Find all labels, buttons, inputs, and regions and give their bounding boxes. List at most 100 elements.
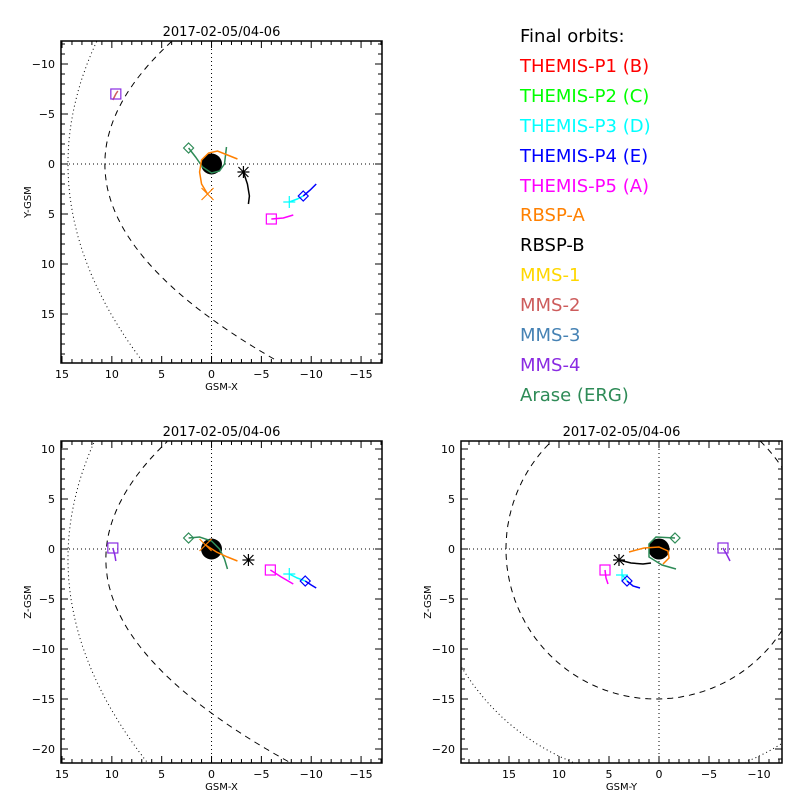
- x-tick-label: 0: [208, 768, 215, 781]
- x-marker: [201, 187, 214, 201]
- plus-marker: [616, 569, 628, 581]
- y-tick-label: 0: [48, 158, 55, 171]
- plus-marker: [283, 196, 296, 208]
- orbit-mms-4: [717, 542, 731, 562]
- asterisk-marker: [613, 554, 625, 566]
- legend-item: THEMIS-P3 (D): [520, 115, 651, 137]
- orbit-arase-erg: [182, 142, 228, 174]
- x-tick-label: −10: [747, 768, 770, 781]
- x-tick-label: 5: [606, 768, 613, 781]
- orbit-themis-p5-a: [265, 213, 294, 225]
- orbit-track: [205, 544, 238, 562]
- legend-item: MMS-1: [520, 265, 581, 287]
- legend: Final orbits: THEMIS-P1 (B) THEMIS-P2 (C)…: [520, 22, 651, 411]
- magnetopause-boundary: [105, 441, 289, 762]
- plot-area: [61, 41, 382, 363]
- y-tick-label: −20: [432, 743, 455, 756]
- orbit-rbsp-b: [237, 166, 251, 205]
- orbit-track: [618, 559, 652, 565]
- orbit-track: [288, 573, 306, 582]
- bow-shock-boundary: [461, 667, 573, 763]
- plot-title: 2017-02-05/04-06: [163, 25, 281, 40]
- magnetopause-boundary: [759, 441, 782, 468]
- orbit-track: [198, 150, 238, 195]
- y-tick-label: 5: [448, 493, 455, 506]
- orbit-track: [242, 171, 251, 205]
- x-tick-label: 5: [158, 368, 165, 381]
- x-tick-label: −10: [300, 368, 323, 381]
- orbit-themis-p4-e: [621, 575, 641, 589]
- legend-item: THEMIS-P1 (B): [520, 55, 650, 77]
- orbit-track: [304, 580, 317, 589]
- diamond-marker: [621, 575, 633, 587]
- x-marker: [199, 538, 212, 552]
- orbit-track: [604, 569, 609, 585]
- orbit-track: [188, 146, 228, 174]
- magnetopause-boundary: [505, 441, 553, 549]
- orbit-rbsp-b: [613, 554, 652, 566]
- y-tick-label: 0: [48, 543, 55, 556]
- orbit-themis-p3-d: [283, 568, 306, 582]
- plot-title: 2017-02-05/04-06: [563, 425, 681, 440]
- orbit-themis-p5-a: [264, 564, 294, 585]
- y-tick-label: −20: [32, 743, 55, 756]
- earth: [648, 538, 670, 560]
- y-tick-label: −5: [439, 593, 455, 606]
- legend-item: RBSP-B: [520, 235, 585, 257]
- y-tick-label: −10: [32, 58, 55, 71]
- orbit-track: [628, 546, 670, 565]
- orbit-rbsp-b: [242, 554, 255, 566]
- orbit-rbsp-a: [198, 150, 238, 201]
- y-tick-label: −5: [39, 108, 55, 121]
- x-tick-label: −10: [300, 768, 323, 781]
- diamond-marker: [299, 575, 312, 587]
- y-axis-label: Z-GSM: [423, 585, 434, 618]
- orbit-themis-p4-e: [299, 575, 317, 589]
- x-axis-label: GSM-X: [205, 782, 238, 793]
- y-tick-label: 10: [41, 258, 55, 271]
- bow-shock-boundary: [745, 743, 782, 763]
- orbit-track: [626, 580, 641, 589]
- y-axis-label: Y-GSM: [23, 186, 34, 219]
- y-tick-label: 10: [441, 443, 455, 456]
- asterisk-marker: [242, 554, 255, 566]
- square-marker: [264, 564, 276, 576]
- orbit-track: [188, 536, 229, 570]
- orbit-arase-erg: [648, 532, 681, 570]
- x-tick-label: 10: [552, 768, 566, 781]
- x-axis-label: GSM-Y: [606, 782, 638, 793]
- legend-item: MMS-4: [520, 354, 581, 376]
- plot-area: [461, 441, 782, 763]
- orbit-track: [112, 547, 117, 562]
- orbit-rbsp-a: [199, 538, 238, 562]
- legend-item: MMS-2: [520, 295, 581, 317]
- orbit-mms-4: [110, 88, 122, 100]
- diamond-marker: [182, 142, 195, 154]
- orbit-arase-erg: [182, 532, 229, 570]
- x-tick-label: 15: [55, 768, 69, 781]
- x-tick-label: −5: [253, 768, 269, 781]
- square-marker: [717, 542, 729, 554]
- y-tick-label: 15: [41, 308, 55, 321]
- square-marker: [265, 213, 277, 225]
- x-axis-label: GSM-X: [205, 382, 238, 393]
- y-tick-label: 5: [48, 208, 55, 221]
- y-tick-label: −10: [432, 643, 455, 656]
- y-axis-label: Z-GSM: [23, 585, 34, 618]
- orbit-track: [648, 536, 677, 570]
- x-tick-label: 15: [502, 768, 516, 781]
- diamond-marker: [669, 532, 681, 544]
- orbit-themis-p3-d: [616, 569, 628, 582]
- orbit-themis-p3-d: [283, 195, 304, 208]
- bow-shock-boundary: [67, 441, 147, 762]
- square-marker: [110, 88, 122, 100]
- orbit-track: [289, 195, 304, 203]
- y-tick-label: 10: [41, 443, 55, 456]
- y-tick-label: −15: [32, 693, 55, 706]
- y-tick-label: 5: [48, 493, 55, 506]
- y-tick-label: 0: [448, 543, 455, 556]
- plot-area: [61, 441, 382, 763]
- magnetopause-boundary: [104, 41, 279, 362]
- plot-frame: [60, 440, 383, 764]
- plot-panel: 15 10 5 0 −5 −10 10 5 0 −5 −10 −15 −20 2017-02-05/04-…: [423, 425, 783, 793]
